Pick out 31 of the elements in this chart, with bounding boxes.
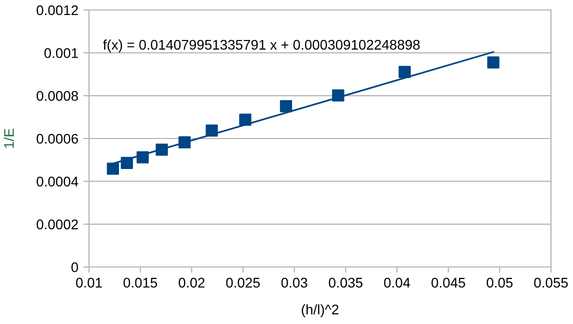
point: [206, 124, 218, 137]
annotation: f(x) = 0.014079951335791 x + 0.000309102248898: [103, 40, 420, 52]
y-tick-label: 0: [71, 262, 78, 272]
x-axis-title: (h/l)^2: [302, 304, 338, 318]
y-tick-label: 0.0012: [36, 5, 78, 16]
x-tick-label: 0.04: [384, 278, 410, 288]
point: [178, 136, 191, 148]
y-tick-label: 0.0004: [36, 176, 78, 187]
point: [136, 151, 149, 164]
x-tick-label: 0.035: [328, 278, 362, 288]
point: [332, 89, 344, 102]
point: [120, 156, 133, 169]
point: [239, 114, 252, 126]
y-tick-label: 0.001: [44, 48, 78, 58]
point: [398, 66, 411, 78]
x-tick-label: 0.015: [124, 278, 158, 288]
y-axis-title: 1/E: [4, 128, 14, 148]
point: [156, 144, 168, 156]
y-tick-label: 0.0002: [36, 220, 78, 230]
x-tick-label: 0.05: [486, 278, 513, 288]
point: [106, 162, 119, 175]
point: [280, 100, 292, 112]
x-tick-label: 0.055: [534, 278, 568, 288]
x-tick-label: 0.03: [281, 278, 308, 288]
x-tick-label: 0.02: [178, 278, 204, 288]
x-tick-label: 0.01: [76, 278, 102, 288]
x-tick-label: 0.045: [432, 278, 466, 288]
x-tick-label: 0.025: [226, 278, 260, 288]
y-tick-label: 0.0006: [36, 134, 78, 144]
y-tick-label: 0.0008: [36, 91, 78, 101]
point: [487, 56, 500, 69]
